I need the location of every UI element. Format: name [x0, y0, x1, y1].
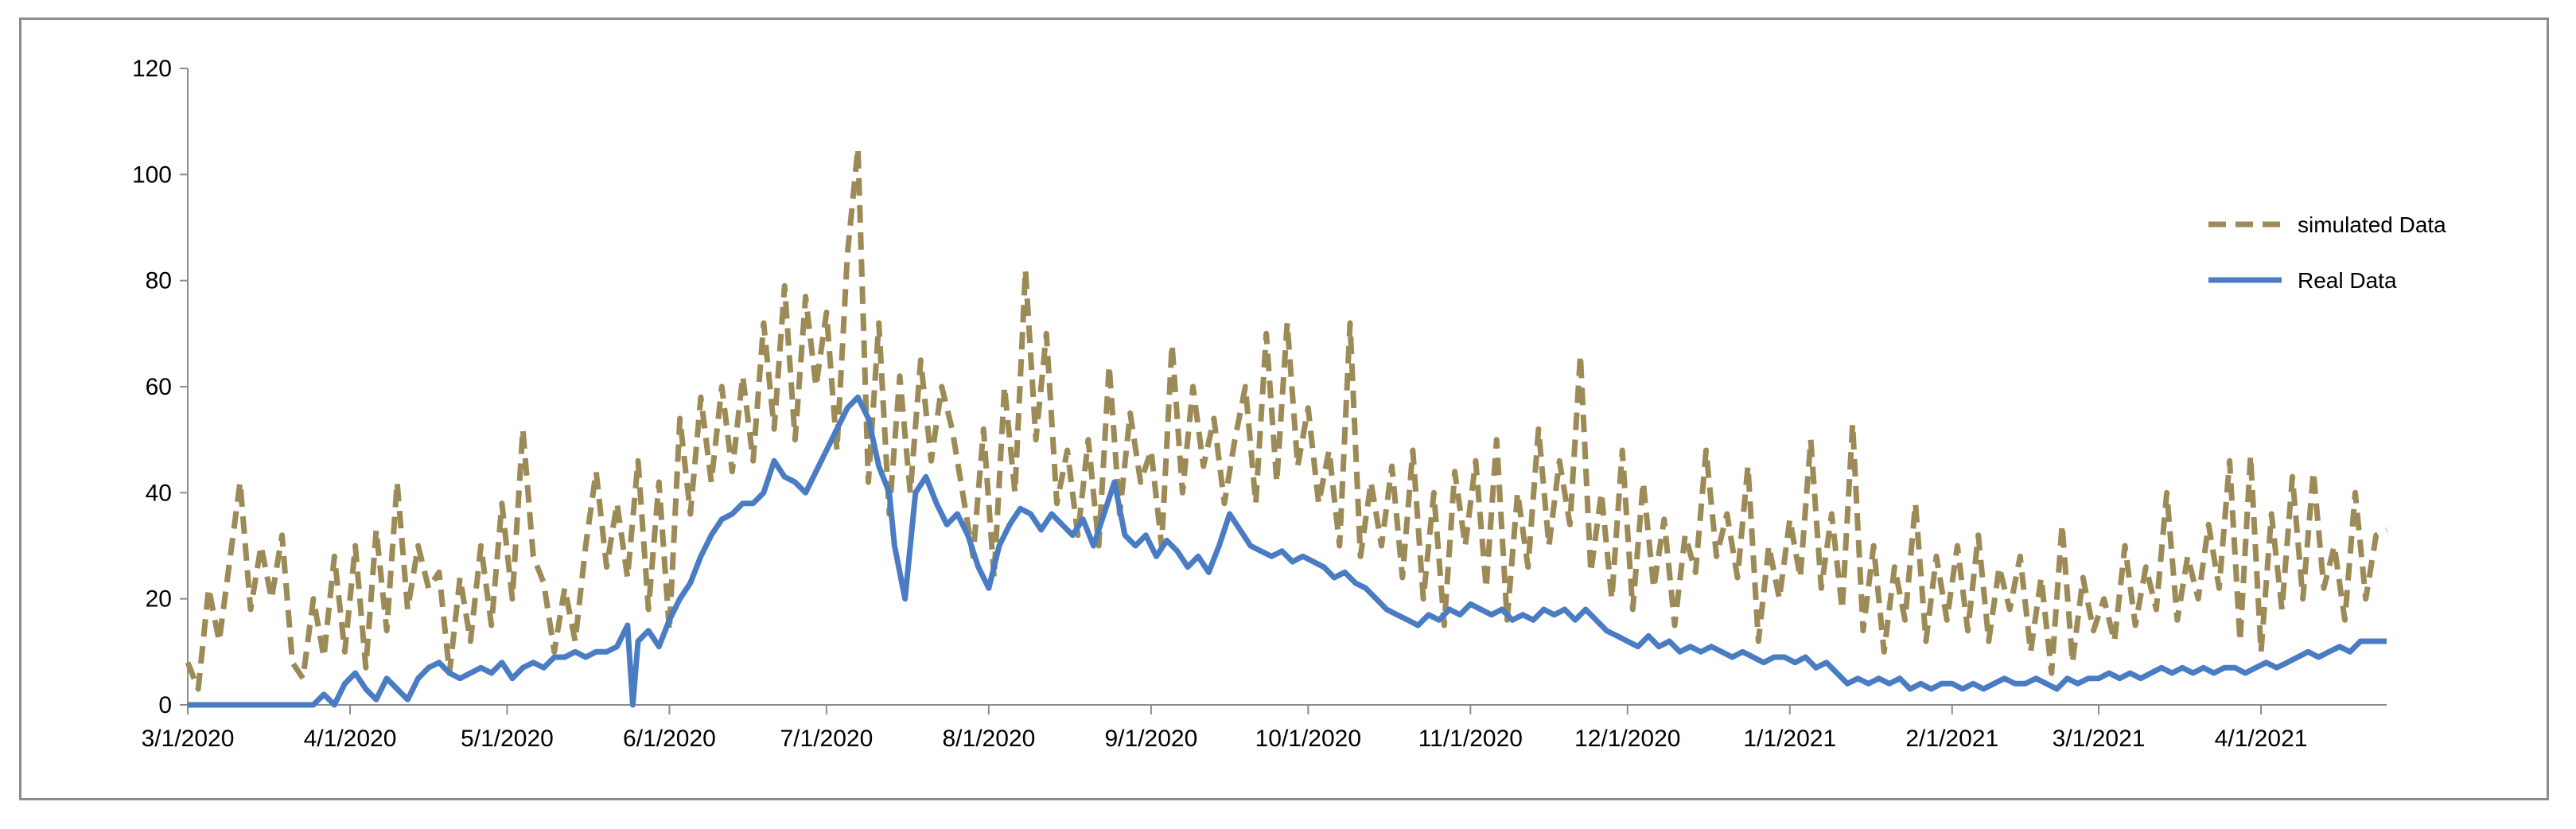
axes: 0 20 40 60 80 100 120 3/1/2020 4/1/2020 5/1/2020 6…: [132, 56, 2387, 752]
legend: simulated Data Real Data: [2208, 212, 2446, 293]
x-tick-label: 1/1/2021: [1743, 726, 1836, 752]
x-tick-label: 12/1/2020: [1574, 726, 1680, 752]
x-tick-label: 11/1/2020: [1418, 726, 1523, 752]
y-tick-label: 40: [146, 480, 172, 506]
series-line-simulated: [185, 145, 2388, 692]
x-tick-label: 5/1/2020: [461, 726, 554, 752]
legend-label: simulated Data: [2298, 212, 2446, 237]
y-tick-label: 80: [146, 268, 172, 294]
x-tick-label: 10/1/2020: [1255, 726, 1361, 752]
legend-label: Real Data: [2298, 268, 2397, 293]
x-tick-label: 9/1/2020: [1105, 726, 1198, 752]
y-tick-label: 20: [146, 586, 172, 613]
x-tick-label: 3/1/2020: [142, 726, 235, 752]
y-tick-label: 0: [158, 692, 172, 718]
x-tick-label: 4/1/2021: [2215, 726, 2308, 752]
y-tick-label: 60: [146, 374, 172, 400]
series-layer: [185, 145, 2388, 708]
x-tick-label: 4/1/2020: [304, 726, 397, 752]
x-tick-label: 7/1/2020: [780, 726, 873, 752]
y-tick-label: 120: [132, 56, 172, 82]
x-tick-label: 2/1/2021: [1905, 726, 1998, 752]
series-line-real: [188, 394, 2387, 708]
x-tick-label: 6/1/2020: [623, 726, 716, 752]
x-tick-label: 3/1/2021: [2053, 726, 2146, 752]
y-tick-label: 100: [132, 162, 172, 188]
x-tick-label: 8/1/2020: [942, 726, 1035, 752]
